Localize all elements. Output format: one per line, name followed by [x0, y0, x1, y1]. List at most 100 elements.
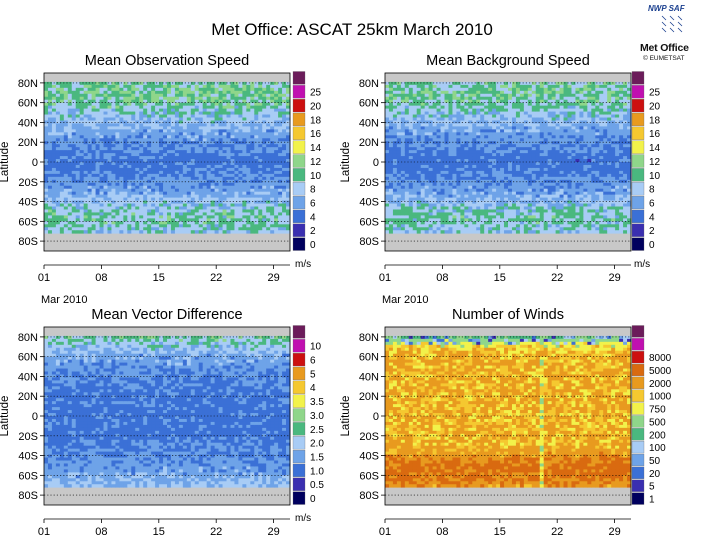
met-office-text: Met Office: [640, 42, 689, 54]
colorbar-swatch: [631, 325, 645, 338]
chart-panel-1: Mean Observation Speed80N60N40N20N020S40…: [0, 53, 322, 306]
colorbar-swatch: [292, 140, 306, 154]
x-tick-label: 15: [153, 272, 165, 284]
colorbar-label: 16: [310, 129, 322, 140]
colorbar-label: 4: [649, 212, 655, 223]
y-axis-label: Latitude: [0, 396, 11, 437]
colorbar-swatch: [292, 408, 306, 422]
y-tick-label: 80N: [18, 332, 38, 344]
colorbar-swatch: [631, 126, 645, 140]
x-tick-label: 15: [153, 526, 165, 538]
colorbar-label: 2: [310, 226, 316, 237]
y-tick-label: 60S: [359, 470, 379, 482]
colorbar-label: 25: [310, 88, 322, 99]
chart-panel-4: Number of Winds 80N 60N 40N 20N 0 20S 40S 60S 80S…: [340, 307, 672, 538]
x-tick-label: 22: [210, 526, 222, 538]
y-axis-label: Latitude: [0, 142, 11, 183]
colorbar: 0 2 4 6 8 10 12 14 16 18 20 25 m/s: [631, 71, 661, 270]
colorbar-swatch: [292, 112, 306, 127]
colorbar-swatch: [631, 85, 645, 99]
colorbar-swatch: [631, 402, 645, 415]
y-tick-label: 20N: [359, 391, 379, 403]
colorbar-label: 25: [649, 88, 661, 99]
colorbar-swatch: [292, 209, 306, 223]
colorbar-label: 1.0: [310, 466, 324, 477]
x-tick-label: 29: [267, 526, 279, 538]
colorbar-swatch: [292, 463, 306, 477]
nwp-saf-icon: [660, 14, 684, 38]
y-tick-label: 60N: [18, 98, 38, 110]
chart-title: Mean Observation Speed: [85, 53, 249, 69]
colorbar-swatch: [631, 453, 645, 467]
colorbar-label: 200: [649, 430, 666, 441]
colorbar-swatch: [292, 449, 306, 464]
heatmap-cells: [44, 81, 291, 234]
x-tick-label: 15: [494, 526, 506, 538]
colorbar-swatch: [292, 366, 306, 381]
chart-title: Mean Vector Difference: [91, 307, 242, 323]
x-tick-label: 08: [436, 526, 448, 538]
colorbar-label: 12: [649, 157, 661, 168]
colorbar-swatch: [631, 363, 645, 377]
y-tick-label: 80N: [18, 78, 38, 90]
x-tick-label: 08: [95, 272, 107, 284]
colorbar-swatch: [631, 428, 645, 441]
colorbar-swatch: [631, 415, 645, 428]
colorbar-swatch: [631, 223, 645, 237]
colorbar-swatch: [292, 436, 306, 450]
colorbar-label: 6: [310, 356, 316, 367]
colorbar-swatch: [631, 154, 645, 168]
colorbar-swatch: [292, 422, 306, 436]
x-tick-label: 01: [379, 526, 391, 538]
x-tick-label: 15: [494, 272, 506, 284]
y-tick-label: 0: [32, 157, 38, 169]
colorbar-swatch: [631, 168, 645, 182]
y-tick-label: 40S: [18, 451, 38, 463]
colorbar-swatch: [631, 140, 645, 154]
colorbar-label: 10: [649, 171, 661, 182]
colorbar-label: 14: [649, 143, 661, 154]
colorbar-label: 500: [649, 417, 666, 428]
colorbar-swatch: [292, 353, 306, 367]
colorbar-label: 1000: [649, 392, 672, 403]
x-tick-label: 08: [95, 526, 107, 538]
y-tick-label: 80S: [359, 490, 379, 502]
colorbar-swatch: [631, 195, 645, 210]
y-tick-label: 60N: [18, 352, 38, 364]
colorbar-swatch: [292, 126, 306, 140]
colorbar-swatch: [631, 441, 645, 454]
month-label: Mar 2010: [41, 294, 87, 306]
y-tick-label: 40N: [18, 371, 38, 383]
colorbar: 0 0.5 1.0 1.5 2.0 2.5 3.0 3.5 4 5 6 10 m/s: [292, 325, 324, 524]
y-tick-label: 80S: [359, 236, 379, 248]
colorbar-label: 4: [310, 212, 316, 223]
colorbar-label: 8: [310, 185, 316, 196]
heatmap-cells: [44, 335, 291, 488]
colorbar-label: 16: [649, 129, 661, 140]
colorbar-label: 12: [310, 157, 322, 168]
heatmap-cells: [385, 81, 632, 234]
colorbar-label: 2: [649, 226, 655, 237]
colorbar-label: 5: [649, 482, 655, 493]
y-tick-label: 60N: [359, 352, 379, 364]
y-tick-label: 60S: [359, 216, 379, 228]
colorbar-swatch: [631, 376, 645, 389]
colorbar-label: 20: [310, 102, 322, 113]
y-axis-label: Latitude: [340, 142, 352, 183]
colorbar-swatch: [631, 99, 645, 113]
chart-title: Number of Winds: [452, 307, 564, 323]
x-tick-label: 29: [608, 526, 620, 538]
colorbar-swatch: [631, 338, 645, 351]
y-tick-label: 0: [32, 411, 38, 423]
y-tick-label: 40S: [359, 197, 379, 209]
colorbar-label: 18: [310, 115, 322, 126]
colorbar-swatch: [292, 85, 306, 99]
colorbar-swatch: [292, 182, 306, 196]
eumetsat-text: © EUMETSAT: [643, 55, 685, 62]
y-tick-label: 60S: [18, 470, 38, 482]
colorbar-swatch: [631, 112, 645, 127]
y-tick-label: 40N: [359, 371, 379, 383]
y-tick-label: 80S: [18, 490, 38, 502]
month-label: Mar 2010: [382, 294, 428, 306]
